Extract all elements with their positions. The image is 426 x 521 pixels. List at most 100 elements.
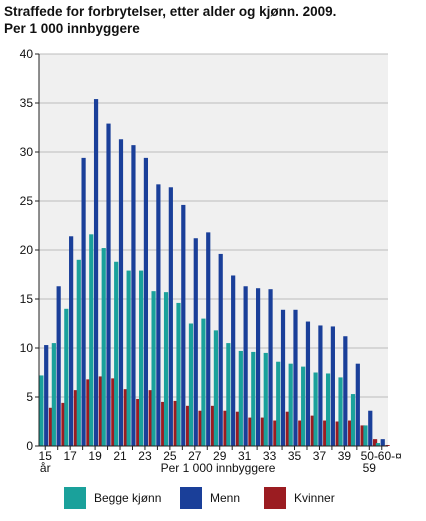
bar-menn-27 [193,238,198,446]
bar-begge-kjønn-18 [76,259,81,446]
bar-menn-17 [69,236,74,446]
x-tick-label: 29 [213,449,227,463]
bar-begge-kjønn-29 [213,330,218,446]
bar-menn-40 [355,363,360,446]
bar-begge-kjønn-33 [263,352,268,446]
bar-kvinner-24 [161,401,166,446]
bar-kvinner-29 [223,410,228,446]
bar-menn-33 [268,289,273,446]
bar-menn-32 [255,288,261,446]
x-tick-label: 35 [288,449,302,463]
bar-begge-kjønn-24 [151,291,156,446]
bar-begge-kjønn-27 [188,323,194,446]
chart-title-line-2: Per 1 000 innbyggere [4,21,140,36]
x-tick-label: 21 [113,449,127,463]
bar-begge-kjønn-31 [238,350,243,446]
bar-begge-kjønn-21 [114,261,119,446]
x-tick-label: 31 [238,449,252,463]
x-tick-label: 39 [338,449,352,463]
bar-kvinner-30 [235,411,241,446]
bar-menn-30 [231,275,236,446]
bar-menn-21 [118,139,124,446]
bar-menn-36 [305,321,311,446]
bar-kvinner-25 [173,400,178,446]
bar-menn-25 [168,187,173,446]
bar-kvinner-21 [123,389,128,446]
bar-begge-kjønn-35 [288,363,293,446]
x-tick-label: 25 [163,449,177,463]
bar-menn-24 [156,184,161,446]
bar-begge-kjønn-15-år [39,375,44,446]
bar-begge-kjønn-26 [176,302,181,446]
bar-menn-35 [293,309,298,446]
x-tick-label: 15 [39,449,53,463]
x-tick-label: 37 [313,449,327,463]
bar-menn-19 [93,99,99,446]
bar-kvinner-20 [111,378,116,446]
bar-kvinner-19 [98,376,103,446]
bar-kvinner-23 [148,390,153,446]
bar-menn-31 [243,286,248,446]
y-tick-label: 10 [20,341,34,355]
y-tick-label: 40 [20,47,34,61]
bar-begge-kjønn-19 [89,234,94,446]
bar-kvinner-39 [348,420,353,446]
x-tick-label: 50- [361,449,378,463]
bar-kvinner-35 [298,420,303,446]
legend-label-menn: Menn [210,491,240,505]
y-tick-label: 15 [20,292,34,306]
bar-begge-kjønn-28 [201,318,206,446]
bar-menn-50-59 [368,410,373,446]
bar-begge-kjønn-38 [325,373,331,446]
bar-kvinner-28 [210,405,216,446]
bar-kvinner-27 [198,410,203,446]
bar-kvinner-15-år [48,407,54,446]
bar-kvinner-17 [73,390,79,446]
bar-begge-kjønn-36 [301,366,306,446]
bar-menn-16 [56,286,61,446]
bar-kvinner-16 [61,402,66,446]
legend-swatch-kvinner [264,487,286,509]
bar-menn-18 [81,157,86,446]
x-tick-label: 60-¤ [378,449,402,463]
x-tick-label: 33 [263,449,277,463]
bar-menn-29 [218,253,223,446]
bar-kvinner-38 [335,421,340,446]
bar-begge-kjønn-40 [350,394,356,446]
y-tick-label: 35 [20,96,34,110]
bar-menn-60- [380,439,385,446]
bar-menn-23 [143,157,149,446]
bar-menn-38 [330,326,335,446]
bar-menn-15-år [44,345,49,446]
bar-kvinner-33 [273,420,278,446]
legend-label-begge-kjønn: Begge kjønn [94,491,161,505]
bar-kvinner-31 [248,417,253,446]
bar-kvinner-40 [360,425,365,446]
x-tick-label: 19 [88,449,102,463]
bar-begge-kjønn-20 [101,248,106,446]
x-tick-label: 27 [188,449,202,463]
x-tick-label: 17 [63,449,77,463]
bar-menn-28 [206,232,211,446]
legend-label-kvinner: Kvinner [294,491,335,505]
bar-kvinner-50-59 [372,439,378,446]
bar-menn-22 [131,145,136,446]
legend: Begge kjønn Menn Kvinner [64,487,335,509]
bar-begge-kjønn-32 [251,351,256,446]
bar-begge-kjønn-37 [313,372,318,446]
chart-title-line-1: Straffede for forbrytelser, etter alder … [4,4,337,19]
bar-begge-kjønn-22 [126,270,131,446]
bar-begge-kjønn-50-59 [363,425,368,446]
y-tick-label: 0 [26,439,33,453]
bar-begge-kjønn-60- [375,443,381,446]
bar-begge-kjønn-16 [51,343,56,446]
x-axis-label: Per 1 000 innbyggere [161,461,276,475]
bar-begge-kjønn-25 [163,292,169,446]
legend-swatch-begge-kjønn [64,487,86,509]
bar-kvinner-34 [285,411,290,446]
bar-kvinner-22 [136,398,141,446]
bar-kvinner-26 [186,405,191,446]
y-tick-label: 25 [20,194,34,208]
